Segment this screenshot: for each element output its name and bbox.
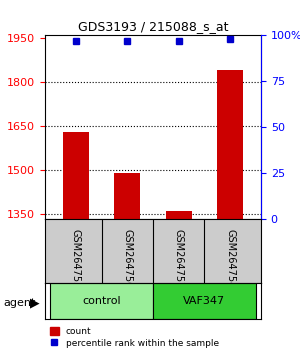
Bar <box>114 173 140 219</box>
Bar <box>50 283 153 319</box>
Text: GSM264758: GSM264758 <box>225 229 235 288</box>
Title: GDS3193 / 215088_s_at: GDS3193 / 215088_s_at <box>78 20 228 33</box>
Bar <box>166 211 192 219</box>
Text: GSM264757: GSM264757 <box>174 229 184 289</box>
Bar <box>217 70 243 219</box>
Text: VAF347: VAF347 <box>183 296 226 306</box>
Text: GSM264755: GSM264755 <box>71 229 81 289</box>
Text: GSM264756: GSM264756 <box>122 229 132 288</box>
Text: ▶: ▶ <box>30 296 40 309</box>
Text: agent: agent <box>3 298 35 308</box>
Bar <box>153 283 256 319</box>
Legend: count, percentile rank within the sample: count, percentile rank within the sample <box>50 327 219 348</box>
Bar <box>63 132 89 219</box>
Text: control: control <box>82 296 121 306</box>
